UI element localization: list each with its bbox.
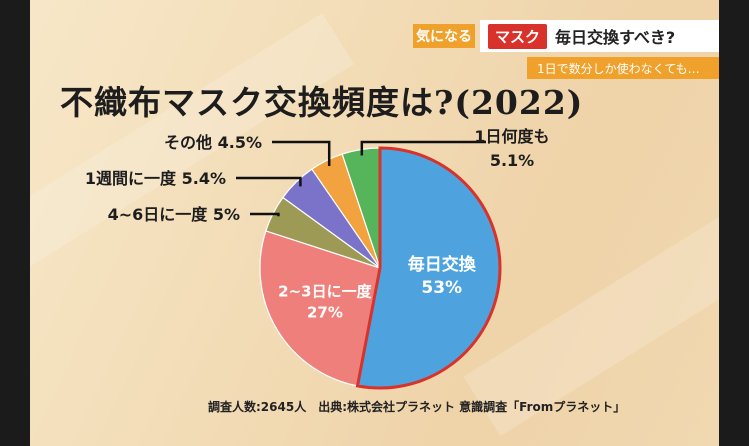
leader-line xyxy=(236,176,302,187)
subtitle-bar: 1日で数分しか使わなくても… xyxy=(527,57,719,79)
leader-line xyxy=(272,140,331,166)
slice-callout-label: 1週間に一度 5.4% xyxy=(85,169,226,188)
kininaru-badge: 気になる xyxy=(413,24,475,48)
mask-tag: マスク xyxy=(488,23,548,49)
topic-bar: マスク 毎日交換すべき? xyxy=(480,20,719,52)
slice-callout-label: その他 4.5% xyxy=(164,133,262,152)
slice-value-label: 27% xyxy=(307,304,343,322)
slice-value-label: 53% xyxy=(421,278,462,298)
leader-line xyxy=(360,140,486,156)
slice-callout-label: 5.1% xyxy=(490,151,534,170)
source-footnote: 調査人数:2645人 出典:株式会社プラネット 意識調査「Fromプラネット」 xyxy=(208,400,626,414)
highlight-outline xyxy=(355,146,502,390)
pie-slice xyxy=(259,230,381,387)
slice-label: 毎日交換 xyxy=(408,254,477,275)
slice-callout-label: 4~6日に一度 5% xyxy=(108,205,240,224)
topic-text: 毎日交換すべき? xyxy=(555,28,676,47)
leader-line xyxy=(250,212,280,217)
slice-label: 2~3日に一度 xyxy=(278,283,372,301)
slice-callout-label: 1日何度も xyxy=(474,127,549,146)
chart-title: 不織布マスク交換頻度は?(2022) xyxy=(60,83,584,122)
